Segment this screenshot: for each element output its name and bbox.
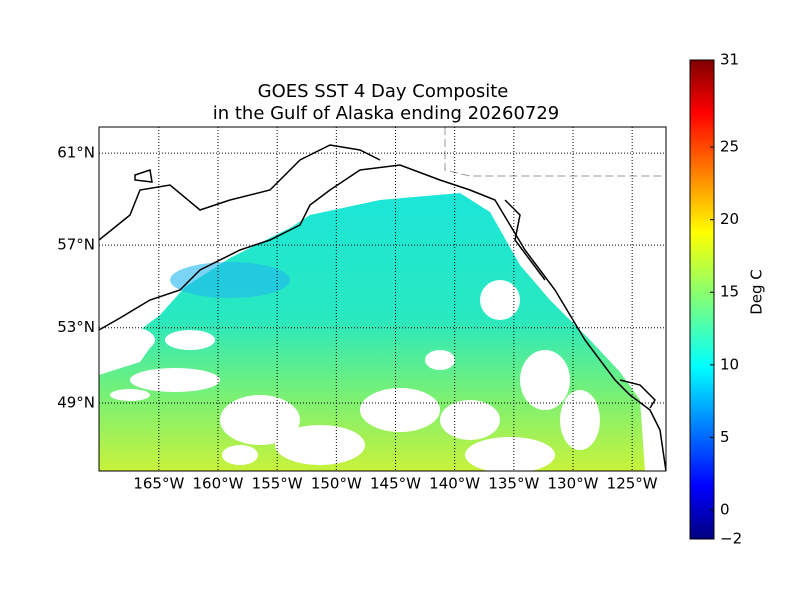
lat-label: 53°N bbox=[57, 318, 95, 336]
lon-label: 145°W bbox=[370, 475, 421, 493]
coastline bbox=[99, 144, 666, 471]
colorbar-tick-label: −2 bbox=[720, 530, 742, 548]
lon-label: 130°W bbox=[548, 475, 599, 493]
lon-label: 140°W bbox=[429, 475, 480, 493]
colorbar-label: Deg C bbox=[748, 269, 766, 315]
lon-label: 155°W bbox=[252, 475, 303, 493]
lon-label: 125°W bbox=[607, 475, 658, 493]
colorbar-tick-label: 15 bbox=[720, 283, 739, 301]
cold-patch bbox=[170, 262, 290, 298]
lat-label: 49°N bbox=[57, 394, 95, 412]
lon-label: 150°W bbox=[311, 475, 362, 493]
title-line: in the Gulf of Alaska ending 20260729 bbox=[213, 103, 560, 124]
title-line: GOES SST 4 Day Composite bbox=[258, 81, 509, 102]
colorbar-tick-label: 25 bbox=[720, 138, 739, 156]
colorbar-tick-label: 0 bbox=[720, 500, 730, 518]
border bbox=[444, 127, 666, 177]
lat-label: 57°N bbox=[57, 236, 95, 254]
map-field bbox=[99, 127, 666, 471]
colorbar-tick-label: 20 bbox=[720, 210, 739, 228]
colorbar-tick-label: 5 bbox=[720, 428, 730, 446]
colorbar bbox=[689, 59, 715, 540]
lon-label: 135°W bbox=[488, 475, 539, 493]
colorbar-tick-label: 10 bbox=[720, 355, 739, 373]
lon-label: 165°W bbox=[133, 475, 184, 493]
colorbar-tick-label: 31 bbox=[720, 51, 739, 69]
map-frame bbox=[98, 126, 667, 472]
lon-label: 160°W bbox=[193, 475, 244, 493]
lat-label: 61°N bbox=[57, 144, 95, 162]
